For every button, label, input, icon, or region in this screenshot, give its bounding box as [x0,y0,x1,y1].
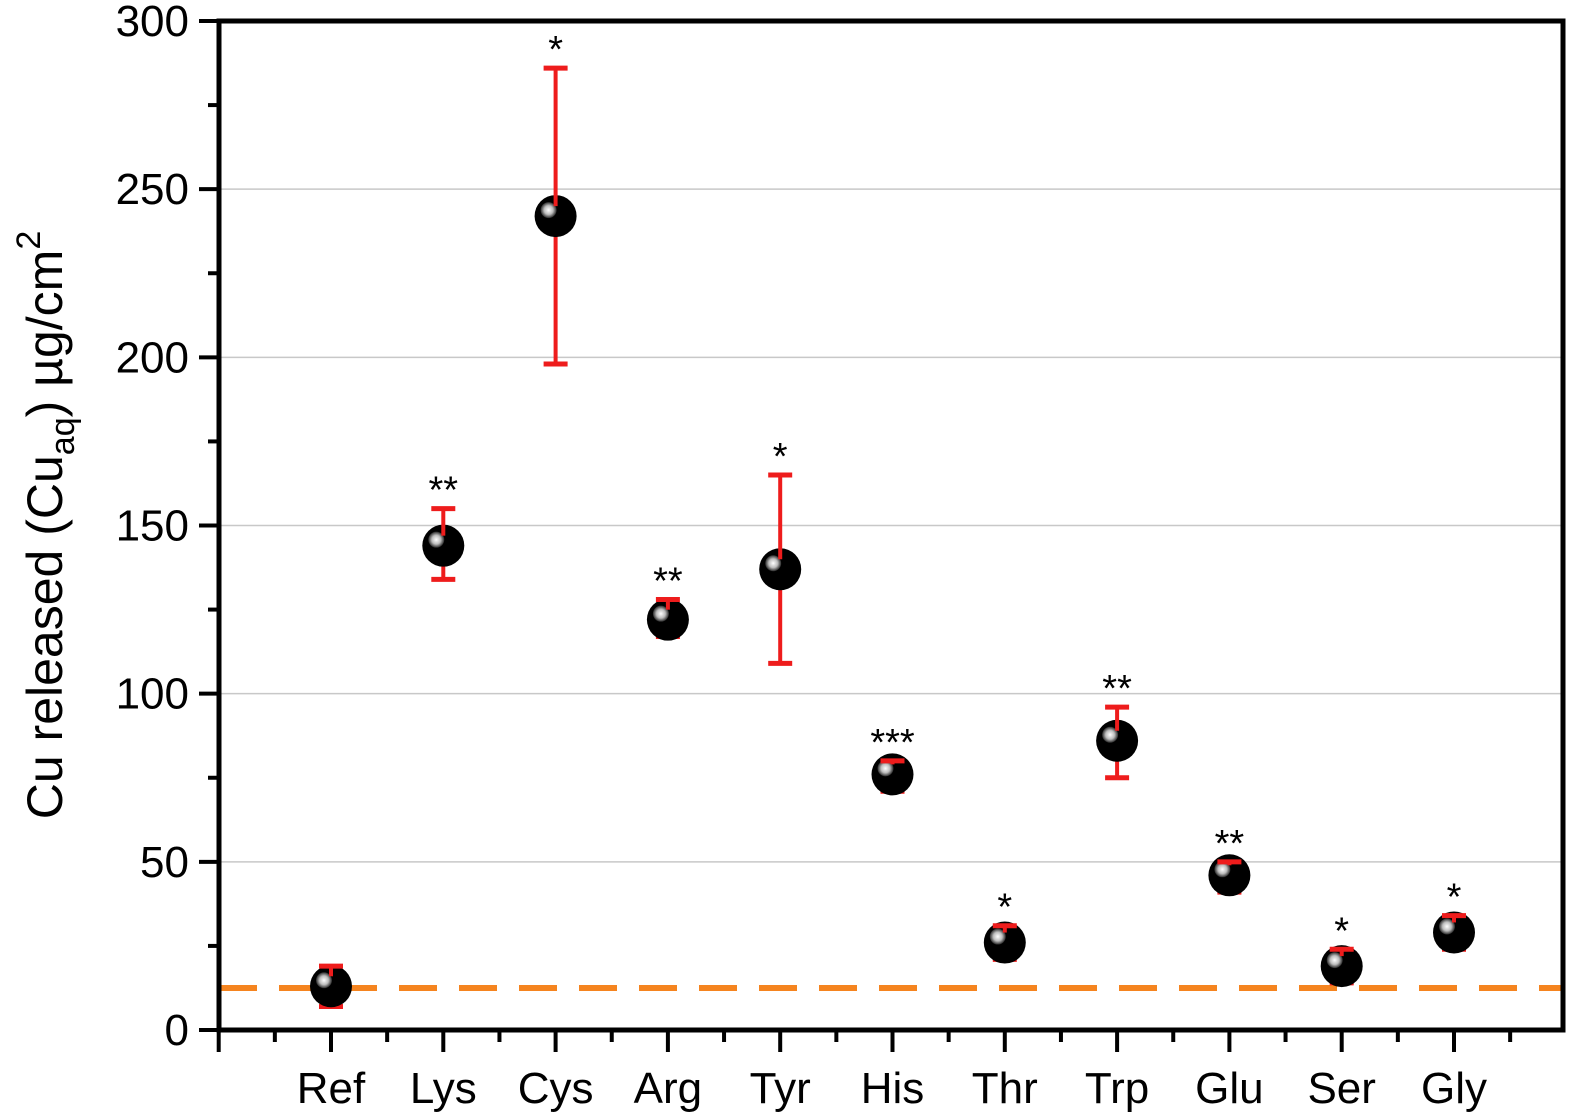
point-group-glu: ** [1208,823,1251,897]
x-tick-label-trp: Trp [1085,1064,1149,1113]
y-tick-label-100: 100 [116,670,189,719]
y-tick-label-50: 50 [140,838,189,887]
point-group-ref [310,963,352,1009]
point-group-his: *** [870,722,915,796]
data-point-highlight-ser [1326,952,1343,969]
point-group-trp: ** [1096,668,1139,781]
point-group-gly: * [1433,877,1475,954]
x-tick-label-arg: Arg [634,1064,702,1113]
y-tick-label-200: 200 [116,333,189,382]
data-marks: **************** [310,29,1475,1009]
significance-tyr: * [773,436,788,478]
x-tick-label-his: His [861,1064,925,1113]
y-tick-label-300: 300 [116,0,189,46]
y-axis-label-superscript: 2 [10,231,48,250]
significance-trp: ** [1102,668,1132,710]
significance-his: *** [870,722,915,764]
data-point-highlight-gly [1439,918,1455,935]
point-group-thr: * [983,887,1026,964]
point-group-lys: ** [422,470,465,582]
y-tick-label-0: 0 [165,1006,189,1055]
point-group-tyr: * [759,436,802,666]
y-axis-label-subscript: aq [44,417,82,455]
data-point-highlight-ref [316,972,332,989]
data-point-highlight-trp [1102,726,1119,743]
significance-glu: ** [1215,823,1245,865]
data-point-highlight-arg [652,605,669,622]
significance-gly: * [1447,877,1462,919]
y-tick-label-250: 250 [116,165,189,214]
data-point-highlight-lys [428,531,445,548]
significance-arg: ** [653,560,683,602]
point-group-cys: * [534,29,577,367]
point-group-arg: ** [646,560,689,641]
point-group-ser: * [1320,910,1363,988]
x-tick-label-ser: Ser [1307,1064,1375,1113]
y-axis-label-main: Cu released (Cu [17,455,73,819]
significance-cys: * [548,29,563,71]
significance-ser: * [1334,910,1349,952]
x-tick-label-ref: Ref [297,1064,366,1113]
data-point-highlight-thr [989,928,1006,945]
data-point-highlight-cys [540,202,557,219]
x-tick-label-thr: Thr [972,1064,1038,1113]
y-axis-label: Cu released (Cuaq) µg/cm2 [10,231,82,820]
significance-thr: * [997,887,1012,929]
y-axis-label-unit: ) µg/cm [17,250,73,418]
x-tick-label-glu: Glu [1195,1064,1263,1113]
x-tick-label-cys: Cys [518,1064,594,1113]
data-point-highlight-glu [1214,861,1231,878]
x-tick-label-gly: Gly [1421,1064,1487,1113]
data-point-highlight-his [877,760,894,777]
axes: 0 50 100 150 200 250 300 Ref Lys Cys Arg Tyr His Thr T… [116,0,1513,1113]
y-tick-label-150: 150 [116,502,189,551]
x-tick-label-lys: Lys [410,1064,477,1113]
data-point-highlight-tyr [765,555,782,572]
x-tick-label-tyr: Tyr [750,1064,811,1113]
significance-lys: ** [429,470,459,512]
